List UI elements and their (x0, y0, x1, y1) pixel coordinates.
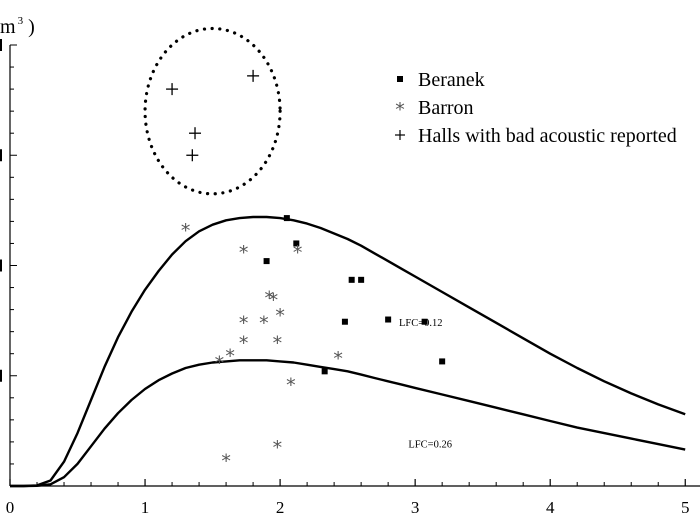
barron-point: * (215, 352, 225, 374)
barron-point: * (181, 220, 191, 242)
beranek-point (293, 240, 300, 247)
y-axis-label-text: m (0, 16, 16, 38)
bad-acoustic-hall-point (189, 127, 202, 140)
barron-point: * (275, 305, 285, 327)
x-tick-label: 5 (681, 498, 690, 517)
y-tick-label-fragment (0, 369, 2, 382)
curves: LFC=0.12 LFC=0.26 (10, 215, 686, 488)
curve-label-2: LFC=0.26 (408, 439, 452, 450)
x-tick-label: 2 (276, 498, 285, 517)
legend-label: Halls with bad acoustic reported (418, 125, 677, 147)
barron-point: * (273, 437, 283, 459)
bad-acoustic-hall-point (166, 83, 179, 96)
barron-point: * (239, 313, 249, 335)
legend-label: Beranek (418, 69, 485, 91)
beranek-point (358, 276, 365, 283)
beranek-point (385, 316, 392, 323)
y-axis-label: m 3) (0, 15, 35, 38)
legend-symbol-barron: * (395, 99, 405, 121)
legend: Beranek * Barron Halls with bad acoustic re… (395, 69, 677, 147)
legend-symbol-beranek (397, 76, 403, 82)
highlight-circle (143, 26, 282, 196)
barron-point: * (221, 450, 231, 472)
barron-point: * (239, 242, 249, 264)
beranek-point (341, 318, 348, 325)
highlight-circle-layer (143, 26, 282, 196)
beranek-point (321, 368, 328, 375)
barron-point: * (333, 348, 343, 370)
beranek-point (421, 318, 428, 325)
x-tick-label: 4 (546, 498, 555, 517)
barron-point: * (239, 332, 249, 354)
y-axis-label-tail: ) (28, 16, 35, 38)
bad-acoustic-hall-point (247, 69, 260, 82)
beranek-point (263, 258, 270, 265)
y-axis-label-superscript: 3 (18, 15, 24, 27)
curve-line-2 (10, 359, 686, 488)
barron-point: * (286, 374, 296, 396)
y-tick-label-fragment (0, 259, 2, 272)
barron-point: * (269, 289, 279, 311)
x-tick-label: 1 (141, 498, 150, 517)
curve-line-1 (10, 215, 686, 488)
x-tick-label: 3 (411, 498, 420, 517)
beranek-point (348, 276, 355, 283)
legend-label: Barron (418, 97, 474, 119)
barron-point: * (225, 346, 235, 368)
x-tick-label: 0 (6, 498, 15, 517)
barron-point: * (293, 242, 303, 264)
y-tick-label-fragment (0, 149, 2, 162)
data-points: ** ***** ** *** **** (166, 69, 446, 472)
y-tick-label-fragment (0, 39, 2, 51)
barron-point: * (273, 332, 283, 354)
beranek-point (283, 215, 290, 222)
barron-point: * (259, 313, 269, 335)
bad-acoustic-hall-point (186, 149, 199, 162)
barron-point: * (265, 287, 275, 309)
beranek-point (439, 358, 446, 365)
curve-label-1: LFC=0.12 (399, 318, 443, 329)
axes: 0 1 2 3 4 5 (0, 39, 700, 517)
